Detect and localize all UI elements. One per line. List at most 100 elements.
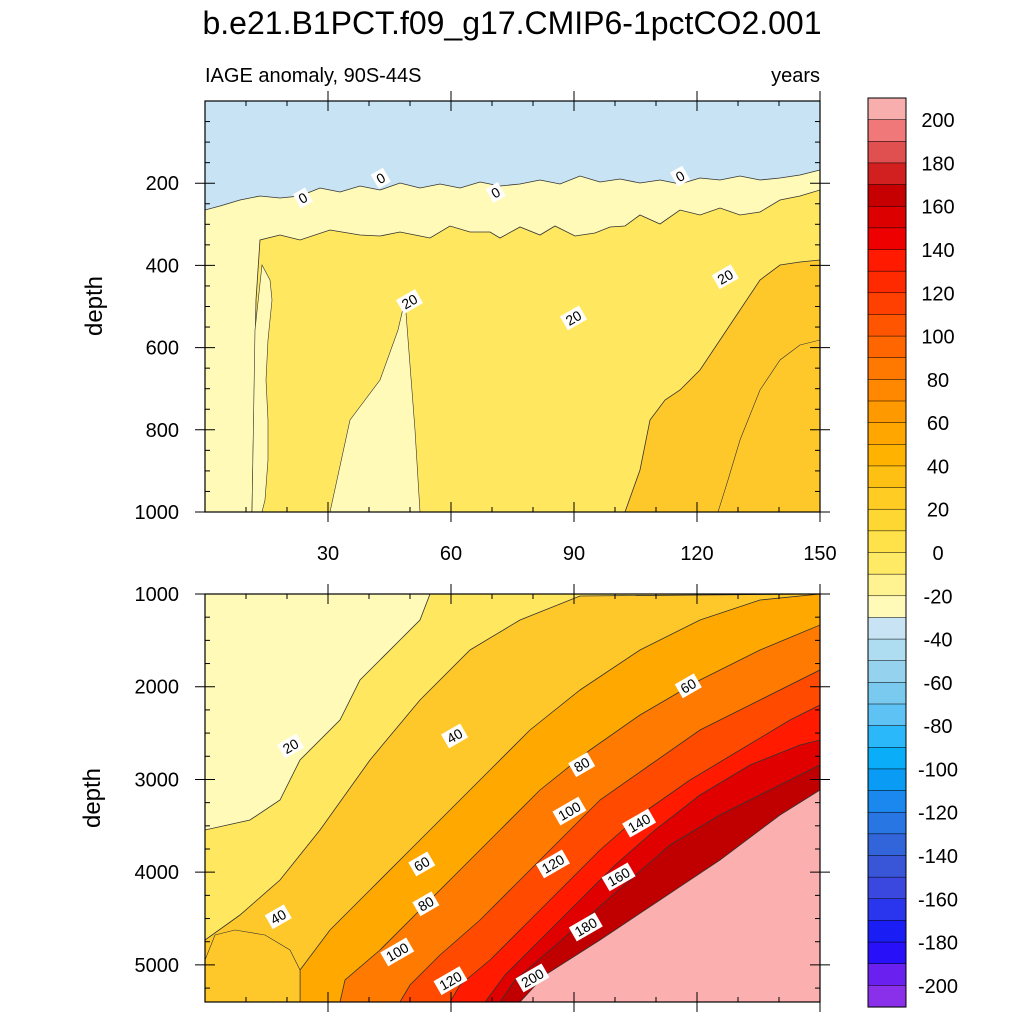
colorbar: 200180160140120100806040200-20-40-60-80-… bbox=[867, 97, 958, 1008]
colorbar-label: -100 bbox=[918, 759, 958, 781]
colorbar-swatch bbox=[867, 97, 907, 121]
y-tick-label: 5000 bbox=[135, 955, 180, 977]
colorbar-swatch bbox=[867, 270, 907, 294]
contour-label-box bbox=[568, 752, 596, 778]
contour-label-text: 20 bbox=[563, 307, 585, 329]
upper-fill-0-20-inner2 bbox=[329, 299, 421, 512]
y-tick-label: 1000 bbox=[135, 502, 180, 524]
contour-label-box bbox=[711, 264, 739, 290]
contour-label-text: 40 bbox=[268, 906, 290, 928]
colorbar-label: 0 bbox=[932, 543, 943, 565]
colorbar-swatch bbox=[867, 573, 907, 597]
contour-label: 0 bbox=[485, 182, 506, 204]
colorbar-swatch bbox=[867, 444, 907, 467]
contour-label-box bbox=[674, 673, 702, 699]
y-tick-label: 800 bbox=[146, 420, 179, 442]
colorbar-swatch bbox=[867, 184, 907, 207]
colorbar-label: -160 bbox=[918, 889, 958, 911]
upper-fill-40-60b bbox=[717, 339, 820, 512]
y-tick-label: 3000 bbox=[135, 769, 180, 791]
colorbar-swatch bbox=[867, 833, 907, 857]
right-string: years bbox=[771, 65, 820, 87]
contour-label: 20 bbox=[277, 733, 305, 759]
colorbar-label: -140 bbox=[918, 846, 958, 868]
contour-label: 80 bbox=[412, 891, 440, 917]
colorbar-label: -180 bbox=[918, 933, 958, 955]
colorbar-swatch bbox=[867, 335, 907, 359]
contour-label: 20 bbox=[559, 305, 588, 331]
colorbar-swatch bbox=[867, 941, 907, 965]
left-string: IAGE anomaly, 90S-44S bbox=[205, 65, 421, 87]
colorbar-label: 20 bbox=[927, 500, 949, 522]
contour-label-box bbox=[380, 937, 415, 967]
colorbar-frame bbox=[867, 97, 907, 1008]
x-tick-label: 90 bbox=[563, 543, 585, 565]
colorbar-swatch bbox=[867, 703, 907, 727]
colorbar-swatch bbox=[867, 617, 907, 640]
colorbar-swatch bbox=[867, 314, 907, 337]
lower-ticks: 1000 2000 3000 4000 5000 bbox=[135, 584, 830, 1012]
colorbar-swatch bbox=[867, 768, 907, 792]
colorbar-swatch bbox=[867, 638, 907, 662]
colorbar-swatch bbox=[867, 747, 907, 770]
contour-label-box bbox=[264, 904, 292, 930]
colorbar-label: -80 bbox=[924, 716, 953, 738]
upper-fill-negative bbox=[205, 101, 820, 211]
colorbar-swatch bbox=[867, 595, 907, 618]
colorbar-swatch bbox=[867, 790, 907, 813]
colorbar-label: 180 bbox=[921, 153, 954, 175]
colorbar-label: 160 bbox=[921, 197, 954, 219]
contour-label-box bbox=[670, 165, 691, 187]
contour-label: 20 bbox=[711, 264, 739, 290]
upper-ylabel: depth bbox=[81, 276, 108, 336]
x-tick-label: 60 bbox=[440, 543, 462, 565]
y-tick-label: 2000 bbox=[135, 677, 180, 699]
contour-label: 40 bbox=[441, 723, 469, 749]
colorbar-swatch bbox=[867, 552, 907, 575]
colorbar-swatch bbox=[867, 876, 907, 900]
upper-contour-labels: 0 0 0 0 20 20 20 bbox=[292, 165, 739, 331]
contour-label: 20 bbox=[395, 289, 424, 314]
contour-label-box bbox=[408, 851, 436, 877]
colorbar-swatch bbox=[867, 465, 907, 489]
contour-label: 40 bbox=[264, 904, 292, 930]
contour-label: 80 bbox=[568, 752, 596, 778]
contour-label-box bbox=[515, 963, 550, 993]
contour-label-box bbox=[433, 966, 468, 996]
colorbar-swatch bbox=[867, 227, 907, 251]
colorbar-label: 40 bbox=[927, 456, 949, 478]
colorbar-swatch bbox=[867, 400, 907, 424]
contour-label-text: 80 bbox=[415, 893, 437, 915]
contour-label-box bbox=[622, 808, 657, 838]
colorbar-label: -20 bbox=[924, 586, 953, 608]
y-tick-label: 1000 bbox=[135, 584, 180, 606]
contour-label-box bbox=[552, 796, 587, 826]
colorbar-swatch bbox=[867, 920, 907, 943]
colorbar-swatch bbox=[867, 205, 907, 229]
colorbar-swatch bbox=[867, 292, 907, 315]
y-tick-label: 4000 bbox=[135, 862, 180, 884]
contour-label-text: 20 bbox=[714, 266, 736, 288]
colorbar-swatch bbox=[867, 725, 907, 748]
contour-label-box bbox=[412, 891, 440, 917]
contour-label-box bbox=[277, 733, 305, 759]
colorbar-label: 120 bbox=[921, 283, 954, 305]
y-tick-label: 200 bbox=[146, 173, 179, 195]
contour-label-text: 20 bbox=[280, 735, 302, 757]
colorbar-swatch bbox=[867, 487, 907, 510]
upper-panel: 0 0 0 0 20 20 20 30 60 90 120 150 200 400 600 800 1000 bbox=[135, 91, 837, 565]
contour-label: 60 bbox=[674, 673, 702, 699]
contour-label-box bbox=[292, 187, 313, 209]
colorbar-label: 100 bbox=[921, 327, 954, 349]
x-tick-label: 30 bbox=[317, 543, 339, 565]
colorbar-swatch bbox=[867, 963, 907, 986]
colorbar-swatch bbox=[867, 249, 907, 272]
contour-label-text: 60 bbox=[411, 853, 433, 875]
colorbar-swatch bbox=[867, 422, 907, 445]
colorbar-swatch bbox=[867, 985, 907, 1008]
colorbar-swatch bbox=[867, 898, 907, 921]
colorbar-label: -200 bbox=[918, 976, 958, 998]
colorbar-swatch bbox=[867, 119, 907, 142]
y-tick-label: 600 bbox=[146, 338, 179, 360]
